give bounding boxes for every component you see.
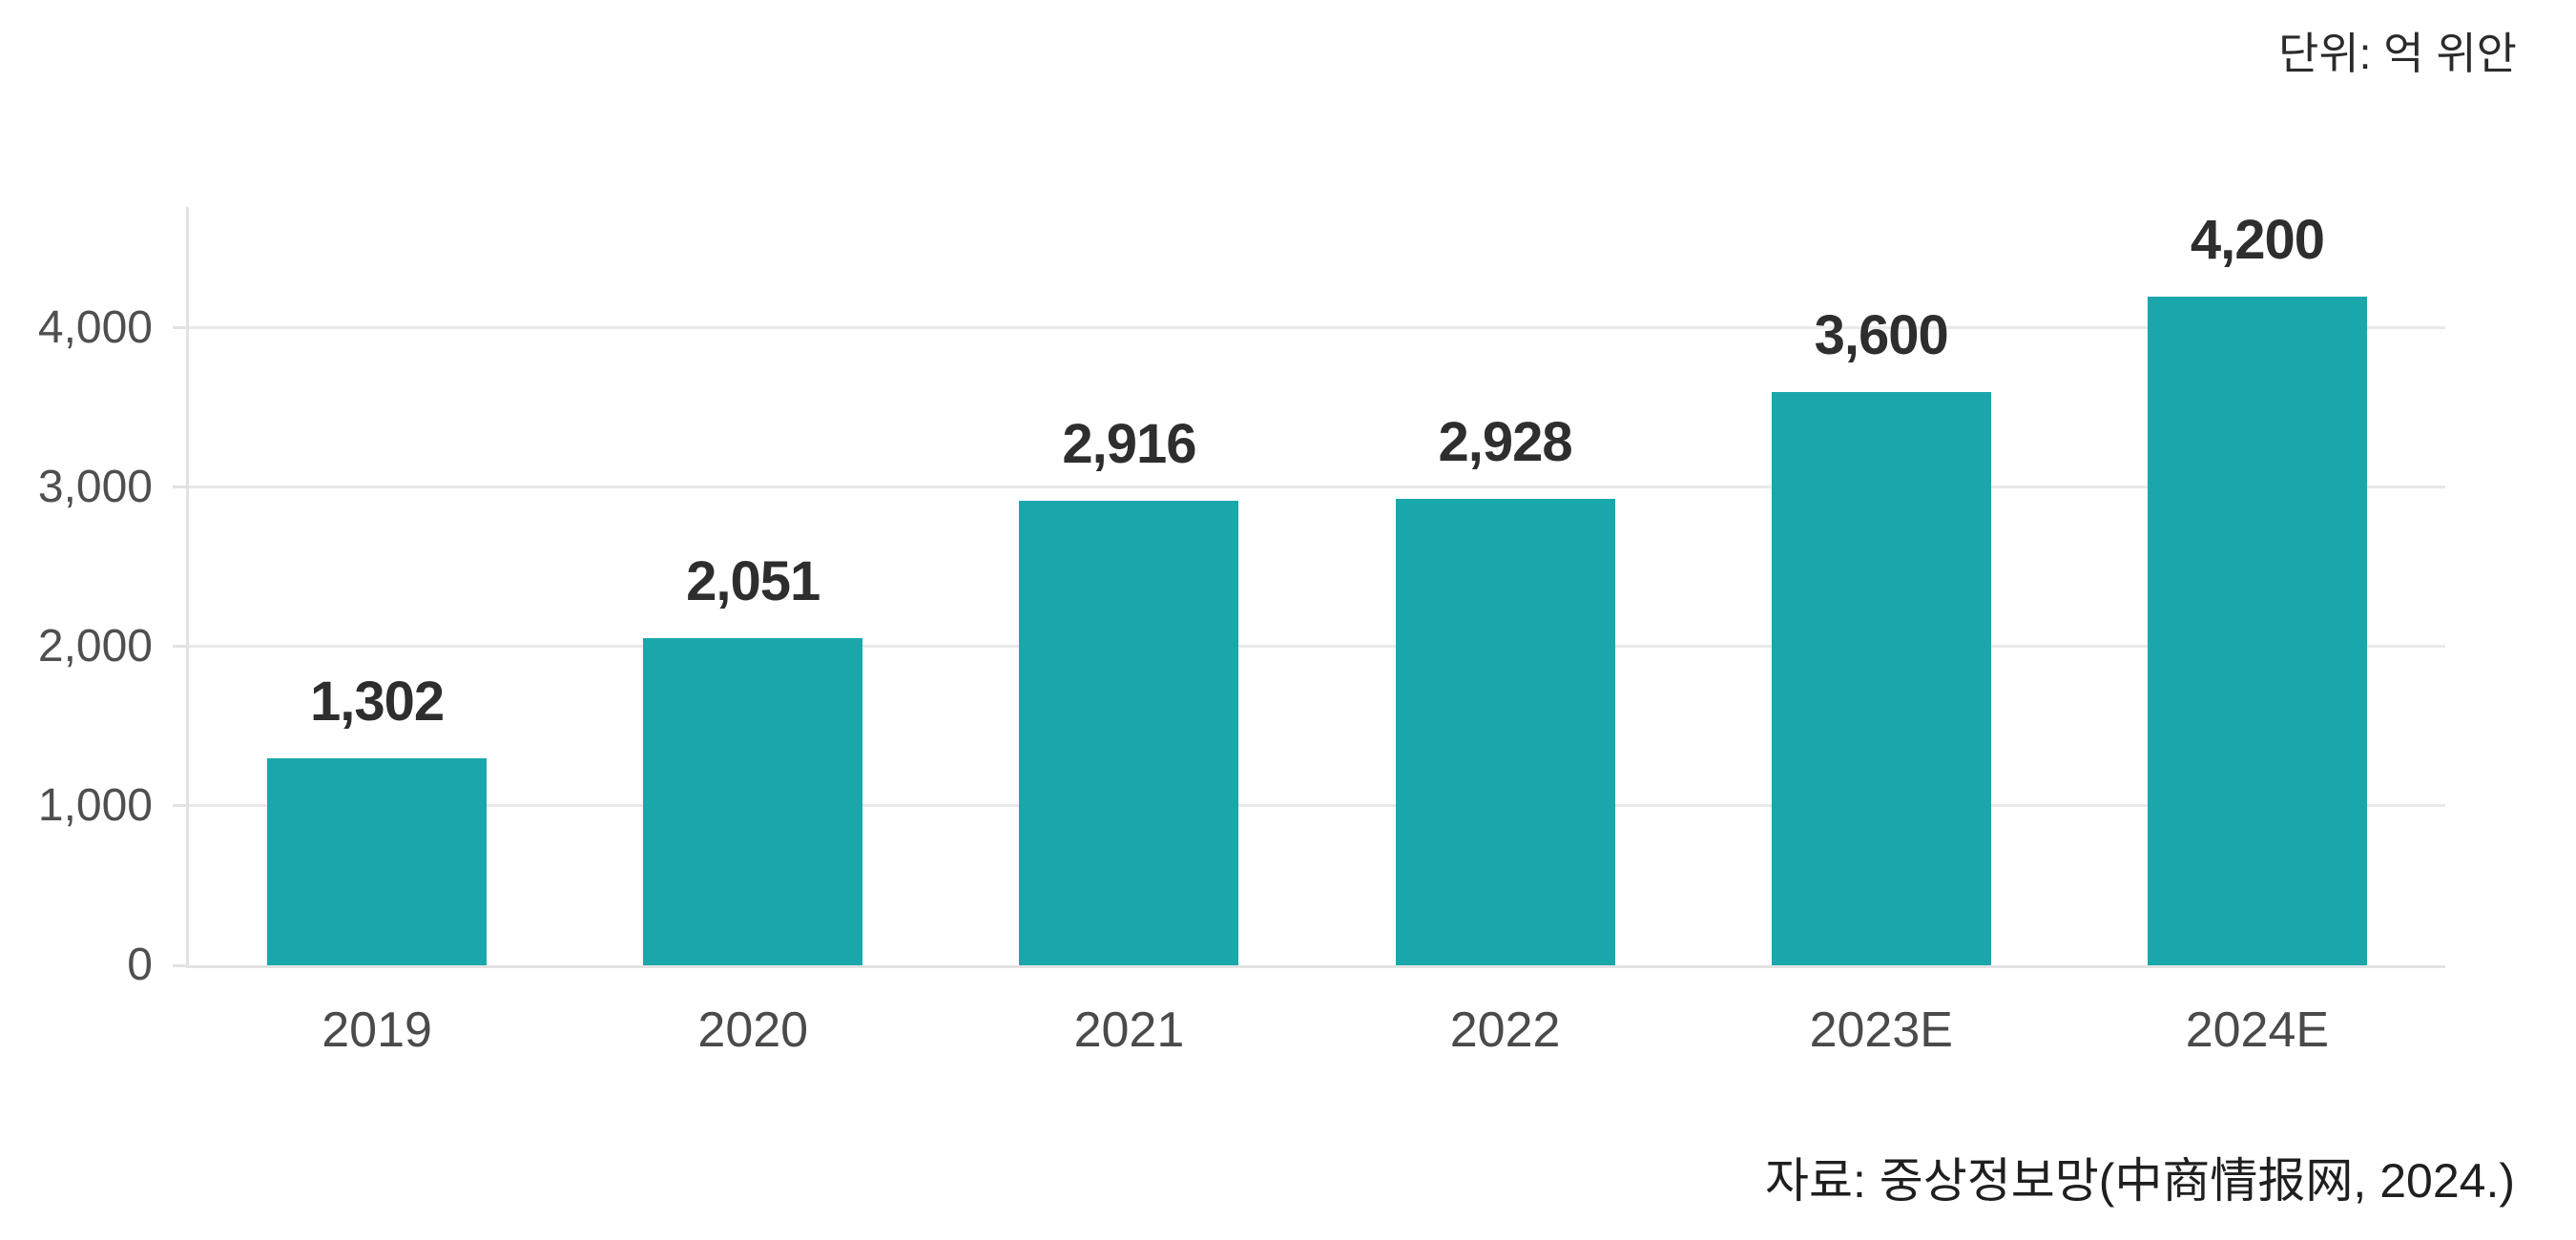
x-axis-label: 2021 — [1073, 1002, 1185, 1058]
y-tick-label: 1,000 — [37, 779, 153, 831]
bar-value-label: 2,916 — [1062, 412, 1196, 475]
bar-value-label: 1,302 — [310, 670, 445, 733]
bar-value-label: 2,051 — [686, 550, 821, 613]
unit-note: 단위: 억 위안 — [2278, 29, 2517, 78]
bar-2021 — [1019, 500, 1239, 965]
x-axis-label: 2023E — [1809, 1002, 1953, 1058]
x-axis-label: 2024E — [2185, 1002, 2330, 1058]
y-tick-mark — [173, 963, 186, 967]
gridline — [189, 486, 2445, 489]
bar-value-label: 4,200 — [2190, 208, 2325, 271]
y-tick-mark — [173, 804, 186, 808]
bar-2024E — [2147, 296, 2367, 965]
bar-2019 — [267, 757, 488, 965]
plot-area: 0 1,000 2,000 3,000 4,000 1,302 2019 2,051 2020 2… — [38, 207, 2445, 1058]
y-tick-mark — [173, 645, 186, 649]
y-tick-label: 0 — [127, 940, 153, 990]
gridline — [189, 804, 2445, 808]
bar-value-label: 2,928 — [1438, 410, 1573, 473]
y-tick-mark — [173, 326, 186, 330]
x-axis-label: 2020 — [697, 1002, 809, 1058]
y-tick-mark — [173, 486, 186, 489]
gridline — [189, 645, 2445, 649]
bar-value-label: 3,600 — [1814, 303, 1949, 366]
y-tick-label: 3,000 — [37, 461, 153, 512]
bar-2020 — [643, 638, 863, 965]
y-tick-label: 2,000 — [37, 620, 153, 672]
bar-2022 — [1395, 498, 1615, 965]
y-tick-label: 4,000 — [37, 301, 153, 353]
source-note: 자료: 중상정보망(中商情报网, 2024.) — [1765, 1154, 2515, 1208]
gridline — [189, 326, 2445, 330]
bar-2023E — [1771, 391, 1991, 965]
x-axis-label: 2019 — [322, 1002, 432, 1058]
x-axis-label: 2022 — [1449, 1002, 1561, 1058]
